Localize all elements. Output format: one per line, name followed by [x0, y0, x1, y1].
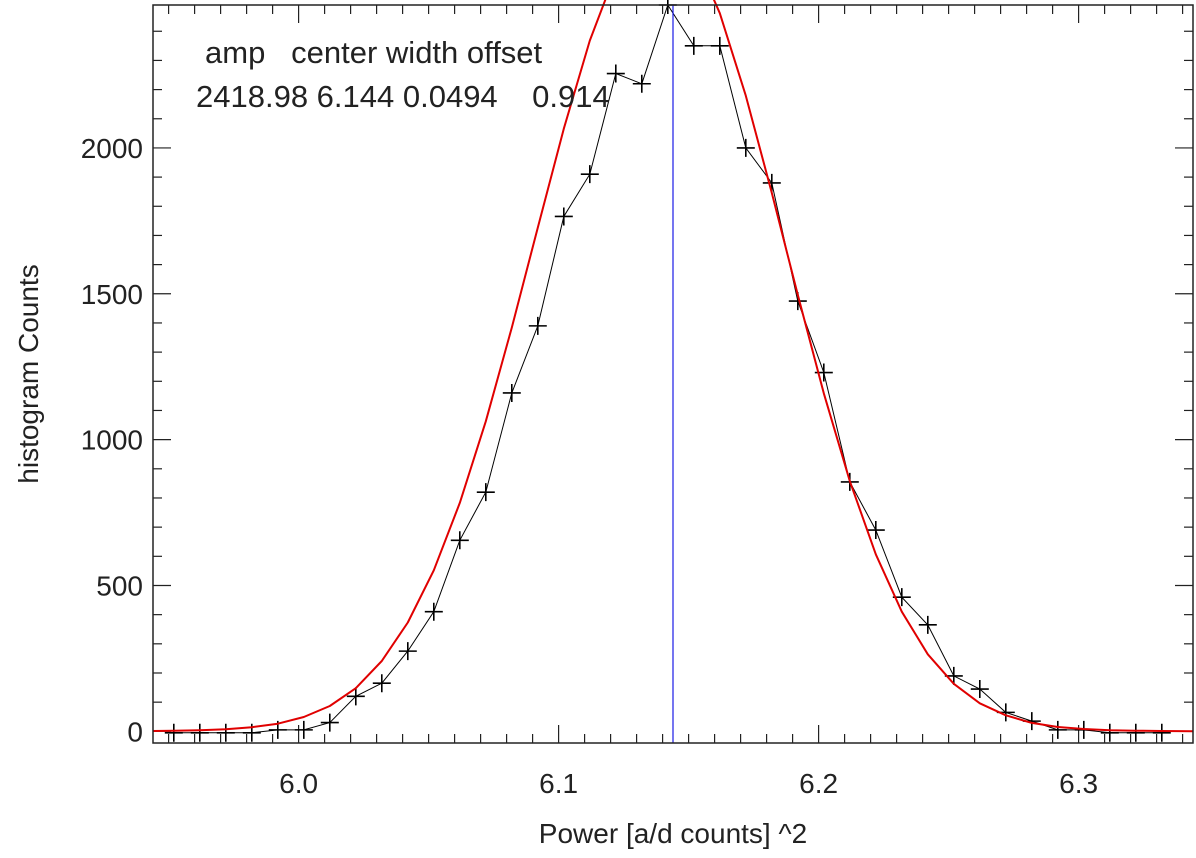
histogram-point — [970, 680, 989, 699]
histogram-point — [398, 642, 417, 661]
y-tick-label: 1500 — [81, 279, 143, 310]
x-tick-label: 6.0 — [279, 768, 318, 799]
x-tick-label: 6.2 — [799, 768, 838, 799]
histogram-point — [918, 615, 937, 634]
y-tick-label: 0 — [127, 716, 143, 747]
histogram-point — [528, 316, 547, 335]
histogram-point — [320, 713, 339, 732]
histogram-point — [684, 36, 703, 55]
y-tick-label: 500 — [96, 570, 143, 601]
histogram-point — [580, 165, 599, 184]
histogram-point — [164, 723, 183, 742]
histogram-point — [294, 720, 313, 739]
histogram-point — [866, 521, 885, 540]
histogram-point — [190, 723, 209, 742]
annotation-values: 2418.98 6.144 0.0494 0.914 — [196, 79, 610, 114]
histogram-point — [346, 687, 365, 706]
histogram-point — [502, 383, 521, 402]
histogram-point — [476, 483, 495, 502]
annotation-header: amp center width offset — [205, 35, 543, 70]
histogram-point — [762, 173, 781, 192]
histogram-point — [710, 36, 729, 55]
x-tick-label: 6.1 — [539, 768, 578, 799]
plot-frame — [152, 4, 1194, 744]
histogram-point — [450, 531, 469, 550]
histogram-point — [1048, 720, 1067, 739]
histogram-point — [1126, 723, 1145, 742]
histogram-point — [554, 207, 573, 226]
histogram-point — [606, 64, 625, 83]
x-axis-title: Power [a/d counts] ^2 — [539, 818, 807, 849]
histogram-point — [216, 723, 235, 742]
y-tick-label: 1000 — [81, 425, 143, 456]
axis-tick-labels: 6.0 6.1 6.2 6.3 0 500 1000 1500 2000 — [81, 133, 1098, 799]
y-tick-label: 2000 — [81, 133, 143, 164]
gaussian-fit-line — [152, 0, 1194, 733]
x-tick-label: 6.3 — [1059, 768, 1098, 799]
histogram-point — [632, 74, 651, 93]
series-layer — [152, 0, 1194, 742]
histogram-point — [424, 602, 443, 621]
axis-ticks — [153, 5, 1193, 743]
histogram-point — [372, 674, 391, 693]
histogram-point — [736, 138, 755, 157]
histogram-point — [1152, 723, 1171, 742]
y-axis-title: histogram Counts — [13, 264, 44, 483]
histogram-point — [1100, 723, 1119, 742]
